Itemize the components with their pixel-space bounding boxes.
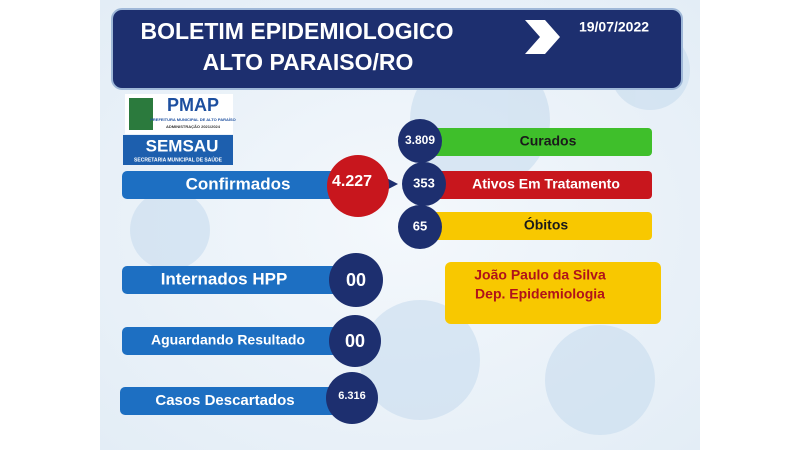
circle [329,315,381,367]
semsau-logo [123,135,233,165]
title: ALTO PARAISO/RO [203,49,414,75]
circle [398,119,442,163]
label: Ativos Em Tratamento [472,176,620,192]
value: 353 [413,175,435,190]
crest [129,98,153,130]
chevron [525,20,560,54]
pmap: PMAP [167,95,219,115]
bar [122,266,342,294]
semsau: SEMSAU [146,136,219,155]
title: BOLETIM EPIDEMIOLOGICO [140,18,453,44]
confirmed-bar [122,171,342,199]
semsau-sub: SECRETARIA MUNICIPAL DE SAÚDE [134,156,223,163]
confirmed-circle [327,155,389,217]
circle [402,162,446,206]
circle [398,205,442,249]
label: Aguardando Resultado [151,332,305,348]
value: 00 [346,270,366,290]
circle [329,253,383,307]
value: 6.316 [338,390,366,402]
bar [430,128,652,156]
bar [122,327,342,355]
label: Internados HPP [161,269,288,288]
pmap-sub: PREFEITURA MUNICIPAL DE ALTO PARAÍSO [150,117,236,122]
confirmed-value: 4.227 [332,173,372,190]
bar [430,212,652,240]
signature-name: João Paulo da Silva [474,267,606,283]
bar [120,387,340,415]
value: 65 [413,218,427,233]
label: Casos Descartados [155,392,294,409]
date: 19/07/2022 [579,19,649,35]
label: Óbitos [524,216,569,233]
pmap-sub: ADMINISTRAÇÃO 2021/2024 [166,124,221,129]
signature-box [445,262,661,324]
value: 3.809 [405,133,435,147]
label: Curados [520,133,577,149]
bar [430,171,652,199]
circle [326,372,378,424]
signature-role: Dep. Epidemiologia [475,286,605,302]
confirmed-label: Confirmados [186,174,291,193]
value: 00 [345,331,365,351]
